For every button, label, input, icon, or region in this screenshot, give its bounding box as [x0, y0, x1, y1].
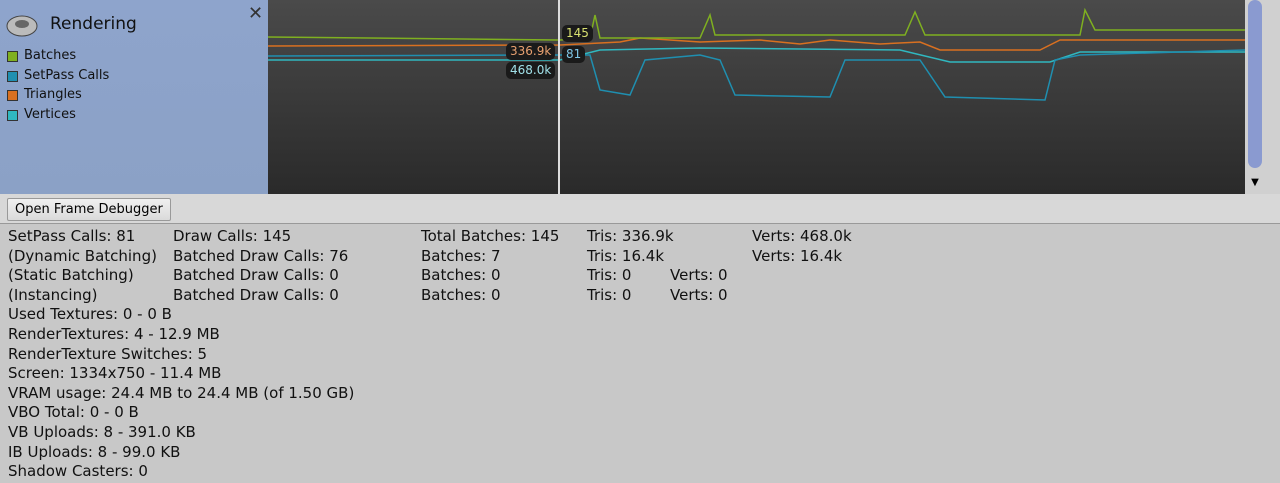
legend-label: Vertices: [24, 106, 76, 122]
legend-swatch: [7, 90, 18, 102]
stat: Batches: 7: [421, 246, 501, 265]
stat: VBO Total: 0 - 0 B: [8, 403, 139, 422]
stat: Draw Calls: 145: [173, 227, 292, 245]
stat: VRAM usage: 24.4 MB to 24.4 MB (of 1.50 …: [8, 383, 355, 402]
tooltip: 81: [562, 46, 586, 63]
stat: Verts: 468.0k: [752, 227, 852, 245]
stat: Batched Draw Calls: 0: [173, 266, 339, 285]
stat: Verts: 16.4k: [752, 246, 843, 265]
stat: RenderTextures: 4 - 12.9 MB: [8, 325, 220, 343]
tooltip: 145: [562, 25, 593, 42]
stat: Verts: 0: [670, 285, 728, 304]
stat: Tris: 16.4k: [587, 246, 665, 265]
stat: Batches: 0: [421, 285, 501, 304]
stat: Used Textures: 0 - 0 B: [8, 305, 172, 324]
frame-debugger-button[interactable]: Open Frame Debugger: [7, 198, 171, 221]
close-button[interactable]: ✕: [248, 3, 264, 24]
stat: (Dynamic Batching): [8, 246, 157, 265]
stat: (Instancing): [8, 285, 98, 304]
stat: IB Uploads: 8 - 99.0 KB: [8, 442, 181, 461]
stat: Batched Draw Calls: 76: [173, 246, 349, 265]
stat: Screen: 1334x750 - 11.4 MB: [8, 364, 222, 383]
legend-swatch: [7, 70, 18, 82]
panel-title: Rendering: [50, 14, 137, 34]
stat: Shadow Casters: 0: [8, 462, 148, 481]
tooltip: 468.0k: [506, 62, 556, 79]
stat: Total Batches: 145: [421, 227, 560, 245]
svg-text:▼: ▼: [1251, 177, 1259, 188]
legend-swatch: [7, 109, 18, 121]
stat: RenderTexture Switches: 5: [8, 344, 208, 363]
toolbar: Open Frame Debugger: [0, 194, 1280, 224]
stat: Tris: 0: [587, 285, 632, 304]
legend-label: SetPass Calls: [24, 67, 110, 83]
icon: [6, 15, 38, 37]
stat: VB Uploads: 8 - 391.0 KB: [8, 423, 196, 441]
stat: Batches: 0: [421, 266, 501, 285]
stat: Tris: 0: [587, 266, 632, 285]
legend-label: Triangles: [24, 87, 82, 103]
stat: SetPass Calls: 81: [8, 227, 136, 245]
legend-swatch: [7, 51, 18, 62]
stat: Batched Draw Calls: 0: [173, 285, 339, 304]
stat: (Static Batching): [8, 266, 134, 285]
module-panel: Rendering ✕ Batches SetPass Calls Triangle…: [0, 0, 268, 194]
stat: Tris: 336.9k: [587, 227, 674, 245]
tooltip: 336.9k: [506, 43, 556, 60]
legend-label: Batches: [24, 48, 77, 63]
stat: Verts: 0: [670, 266, 728, 285]
graph: ▼: [268, 0, 1280, 194]
